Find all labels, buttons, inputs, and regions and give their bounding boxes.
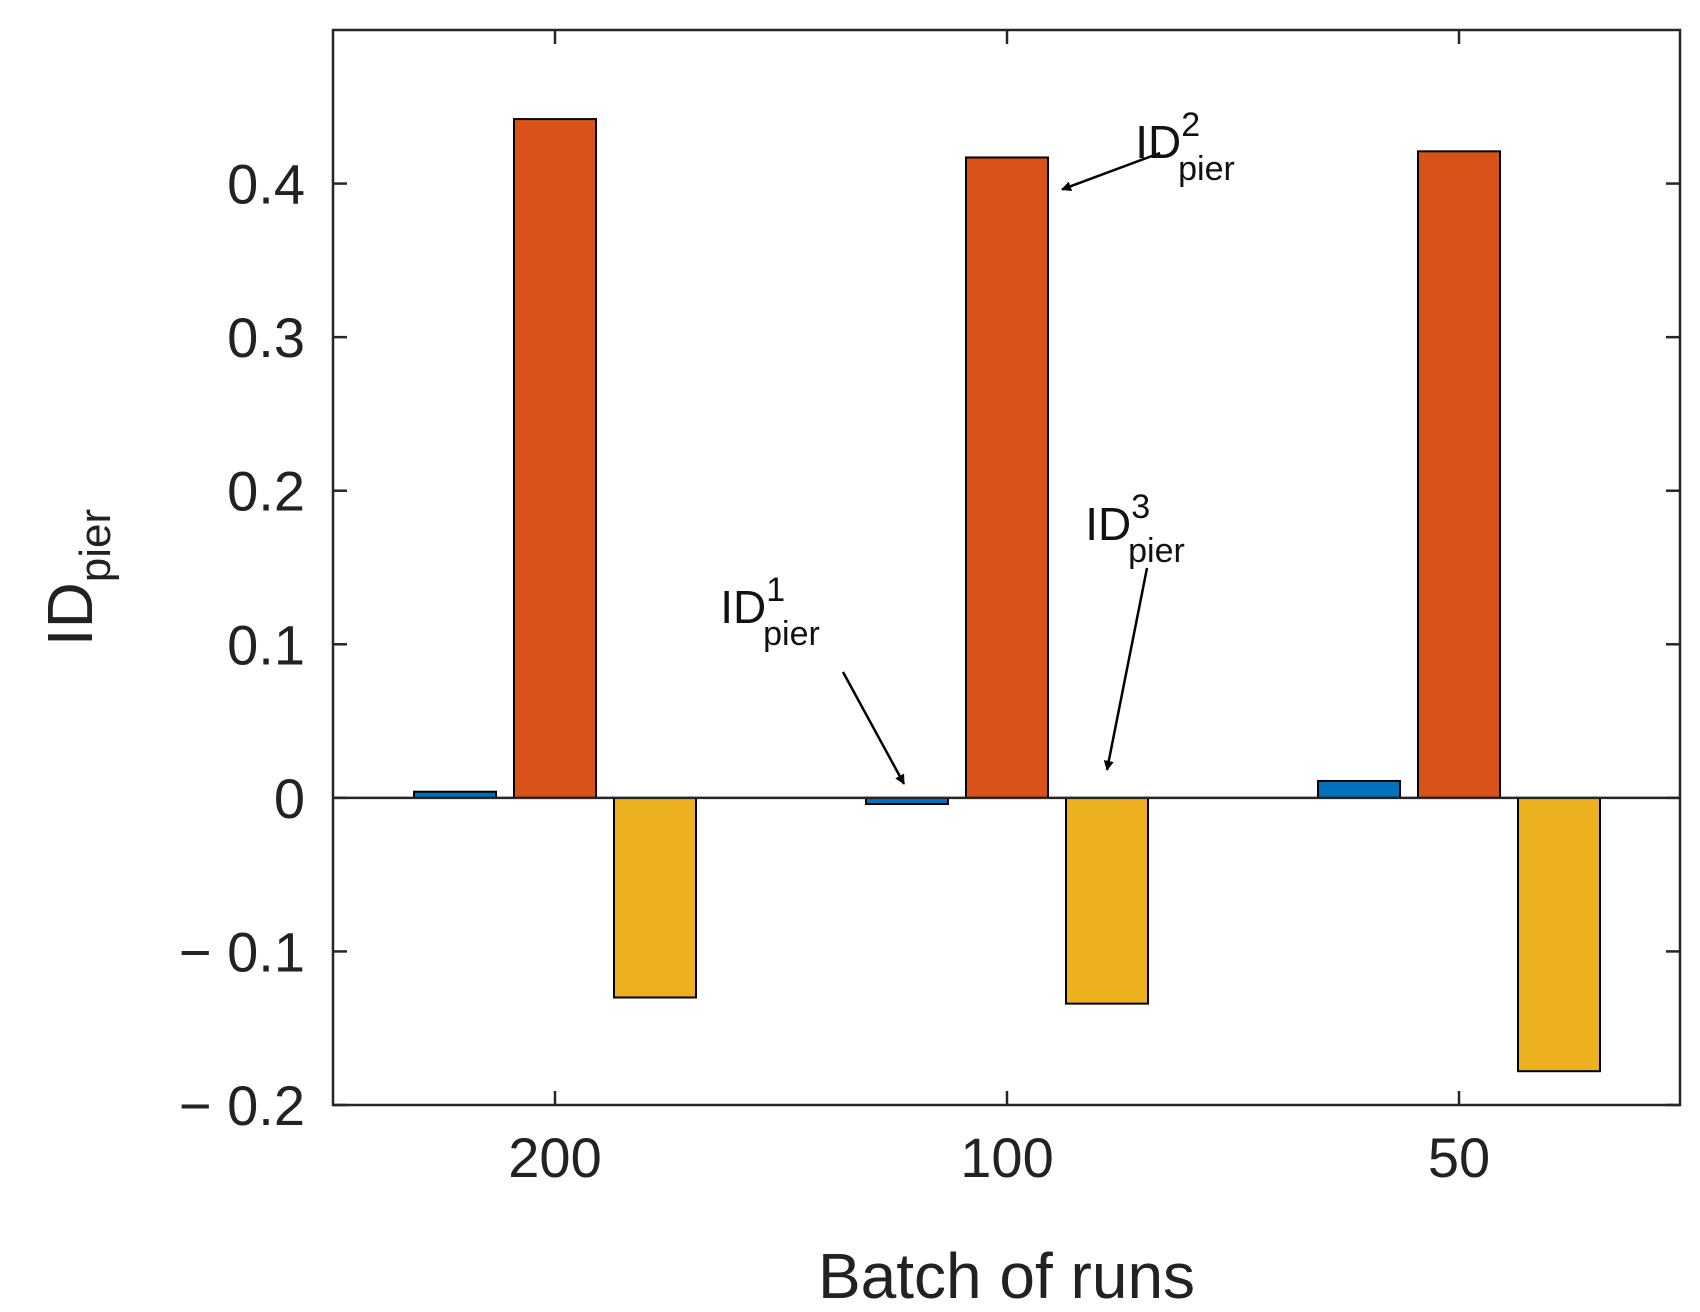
y-tick-label: − 0.1 [179,920,305,983]
annotation-label-1: ID2 pier [1135,106,1235,188]
y-tick-label: 0.2 [227,460,305,523]
x-axis-title: Batch of runs [818,1240,1195,1312]
annotation-arrow [1103,567,1149,771]
x-tick-label: 50 [1428,1126,1490,1189]
y-axis-title-main: ID [34,582,106,646]
annotation-label-2: ID3 pier [1085,488,1185,570]
bar-id2-pier-50 [1417,150,1501,799]
annotations-layer: ID1 pier ID2 pier ID3 pier [720,106,1235,785]
bar-id3-pier-50 [1517,796,1601,1073]
bar-id2-pier-200 [513,118,597,799]
y-tick-label: 0.3 [227,306,305,369]
y-tick-label: 0 [274,767,305,830]
y-tick-label: 0.1 [227,613,305,676]
annotation-label-0: ID1 pier [720,571,820,653]
annotation-arrow [1061,151,1161,192]
y-axis-title: IDpier [34,509,120,646]
bar-id1-pier-50 [1317,779,1401,799]
y-axis-title-subscript: pier [71,509,120,582]
bar-id2-pier-100 [965,156,1049,799]
axis-ticks: − 0.2 − 0.1 0 0.1 0.2 0.3 0.4 200 100 50 [179,30,1680,1189]
annotation-arrow [841,671,906,785]
x-tick-label: 100 [960,1126,1053,1189]
bar-id3-pier-100 [1065,796,1149,1005]
y-tick-label: − 0.2 [179,1074,305,1137]
x-tick-label: 200 [508,1126,601,1189]
bars-layer [413,118,1601,1073]
y-tick-label: 0.4 [227,153,305,216]
bar-id3-pier-200 [613,796,697,999]
